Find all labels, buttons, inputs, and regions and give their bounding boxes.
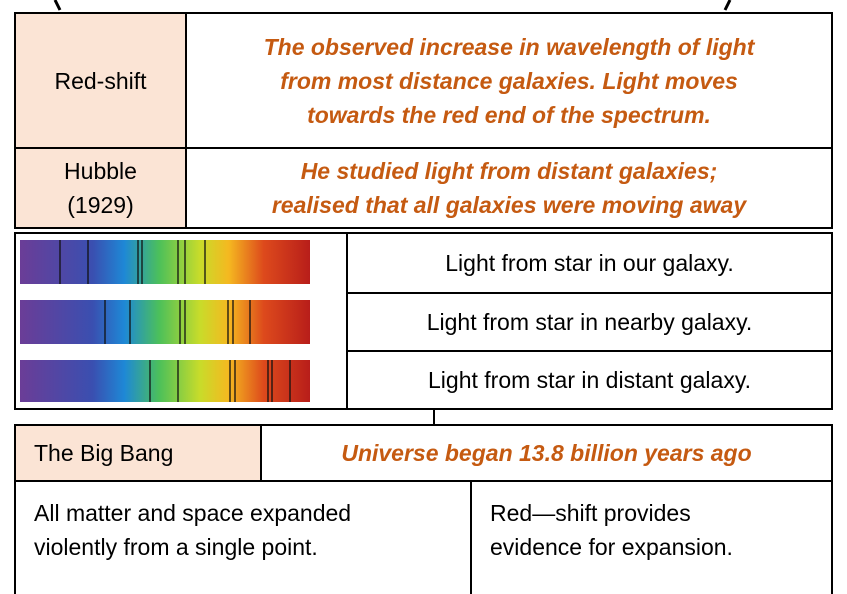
term: The Big Bang: [34, 436, 173, 470]
term: (1929): [67, 188, 133, 222]
spectra-cell: [14, 232, 348, 410]
term: Red-shift: [54, 64, 146, 98]
page: Red-shift The observed increase in wavel…: [0, 0, 847, 594]
line: towards the red end of the spectrum.: [307, 98, 711, 132]
text: Light from star in our galaxy.: [445, 246, 733, 280]
line: from most distance galaxies. Light moves: [280, 64, 738, 98]
definition-cell: Universe began 13.8 billion years ago: [260, 424, 833, 482]
spectra: [16, 234, 346, 408]
spectrum-label: Light from star in our galaxy.: [346, 232, 833, 294]
term-cell: Red-shift: [14, 12, 187, 149]
term: Hubble: [64, 154, 137, 188]
note-cell: All matter and space expanded violently …: [14, 480, 472, 594]
text: Light from star in nearby galaxy.: [427, 305, 753, 339]
line: evidence for expansion.: [490, 530, 733, 564]
term-cell: The Big Bang: [14, 424, 262, 482]
line: Universe began 13.8 billion years ago: [341, 436, 751, 470]
line: realised that all galaxies were moving a…: [272, 188, 746, 222]
spectrum-label: Light from star in distant galaxy.: [346, 350, 833, 410]
line: violently from a single point.: [34, 530, 318, 564]
line: Red—shift provides: [490, 496, 691, 530]
line: All matter and space expanded: [34, 496, 351, 530]
spectrum: [20, 360, 310, 402]
line: The observed increase in wavelength of l…: [264, 30, 755, 64]
text: Light from star in distant galaxy.: [428, 363, 751, 397]
spectrum-label: Light from star in nearby galaxy.: [346, 292, 833, 352]
definition-cell: He studied light from distant galaxies; …: [185, 147, 833, 229]
note-cell: Red—shift provides evidence for expansio…: [470, 480, 833, 594]
spectrum: [20, 300, 310, 344]
spectrum: [20, 240, 310, 284]
definition-cell: The observed increase in wavelength of l…: [185, 12, 833, 149]
line: He studied light from distant galaxies;: [301, 154, 718, 188]
term-cell: Hubble (1929): [14, 147, 187, 229]
